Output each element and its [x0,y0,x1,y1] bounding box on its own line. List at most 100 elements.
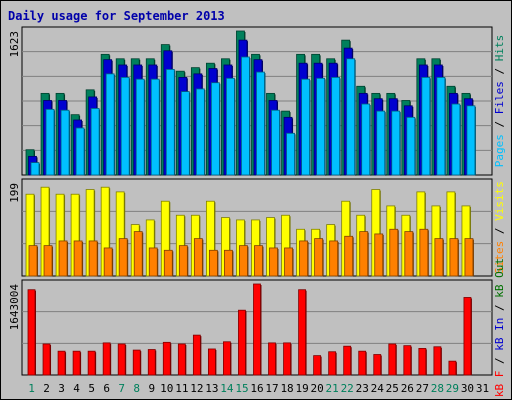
legend-entry: Pages [493,134,506,167]
bar-kb-f [147,349,156,376]
day-label: 16 [250,382,263,395]
day-label: 11 [175,382,188,395]
bar-sites [103,247,113,277]
bar-sites [43,245,53,277]
legend-entry: / [493,298,506,318]
bar-sites [73,240,83,277]
bar-pages [210,82,220,176]
bar-sites [344,235,354,277]
panel-legend: Sites / Visits [493,181,506,274]
bar-kb-f [57,350,66,376]
bar-kb-f [358,350,367,376]
day-label: 27 [416,382,429,395]
bar-pages [120,77,130,176]
bar-pages [256,71,265,176]
bar-sites [389,228,399,277]
day-label: 5 [88,382,95,395]
day-label: 8 [133,382,140,395]
bar-sites [284,247,293,277]
bar-sites [434,238,444,277]
bar-kb-f [433,346,442,376]
legend-entry: Files [493,81,506,114]
day-label: 3 [58,382,65,395]
bar-sites [464,238,474,277]
day-label: 18 [280,382,293,395]
bar-sites [314,238,324,277]
bar-sites [299,240,308,277]
day-label: 24 [371,382,385,395]
bar-kb-f [207,348,216,376]
bar-kb-f [463,297,472,376]
bar-kb-f [298,289,306,376]
bar-pages [30,162,40,176]
bar-kb-f [177,343,186,376]
bar-pages [391,110,401,176]
bar-sites [58,240,68,277]
bar-sites [269,247,278,277]
bar-pages [436,77,446,176]
bar-kb-f [42,343,51,376]
bar-sites [88,240,98,277]
day-label: 20 [311,382,324,395]
bar-pages [361,103,371,176]
bar-kb-f [403,345,412,376]
bar-pages [346,58,356,176]
day-label: 4 [73,382,80,395]
y-max-label: 1643004 [8,284,21,331]
bar-pages [60,109,70,176]
panel-hits_files_pages: 1623 [8,26,493,176]
legend-entry: kB In [493,318,506,351]
bar-sites [133,231,143,277]
bar-pages [45,108,55,176]
bar-sites [163,249,173,277]
bar-pages [421,77,431,176]
bar-kb-f [132,349,141,376]
y-max-label: 1623 [8,31,21,58]
bar-pages [195,88,205,176]
bar-kb-f [328,351,337,376]
panel-legend: kB F / kB In / kB Out [493,258,506,397]
bar-pages [316,77,326,176]
legend-entry: / [493,114,506,134]
day-label: 2 [43,382,50,395]
bar-kb-f [268,342,276,376]
bar-sites [449,238,459,277]
bar-sites [359,231,369,277]
bar-sites [239,245,248,277]
bar-pages [331,77,341,176]
bar-kb-f [102,342,111,376]
day-label: 1 [28,382,35,395]
bar-kb-f [373,354,382,376]
day-label: 17 [265,382,278,395]
bar-pages [451,103,461,176]
day-label: 22 [341,382,354,395]
bar-kb-f [117,343,126,376]
bar-kb-f [343,345,352,376]
bar-kb-f [223,341,231,376]
bar-sites [419,228,429,277]
bar-pages [271,109,280,176]
day-label: 7 [118,382,125,395]
bar-kb-f [253,283,261,376]
legend-entry: Hits [493,35,506,62]
panel-kbytes: 1643004 [8,279,493,376]
bar-kb-f [72,350,81,376]
bar-pages [286,132,295,176]
bar-kb-f [27,289,36,376]
bar-pages [105,73,115,176]
day-labels: 1 2 3 4 5 6 7 8 9 10 11 12 13 14 15 16 17 18 19 20 21 22 23 24 2… [28,382,489,395]
bar-pages [75,127,85,176]
day-label: 26 [401,382,414,395]
day-label: 9 [148,382,155,395]
day-label: 12 [190,382,203,395]
day-label: 28 [431,382,444,395]
chart-title: Daily usage for September 2013 [8,9,225,23]
bar-sites [178,245,188,277]
legend-entry: kB F [493,371,506,398]
bar-pages [180,91,190,176]
bar-kb-f [192,334,201,376]
panel-visits_sites: 199 [8,178,493,277]
bar-sites [193,238,203,277]
